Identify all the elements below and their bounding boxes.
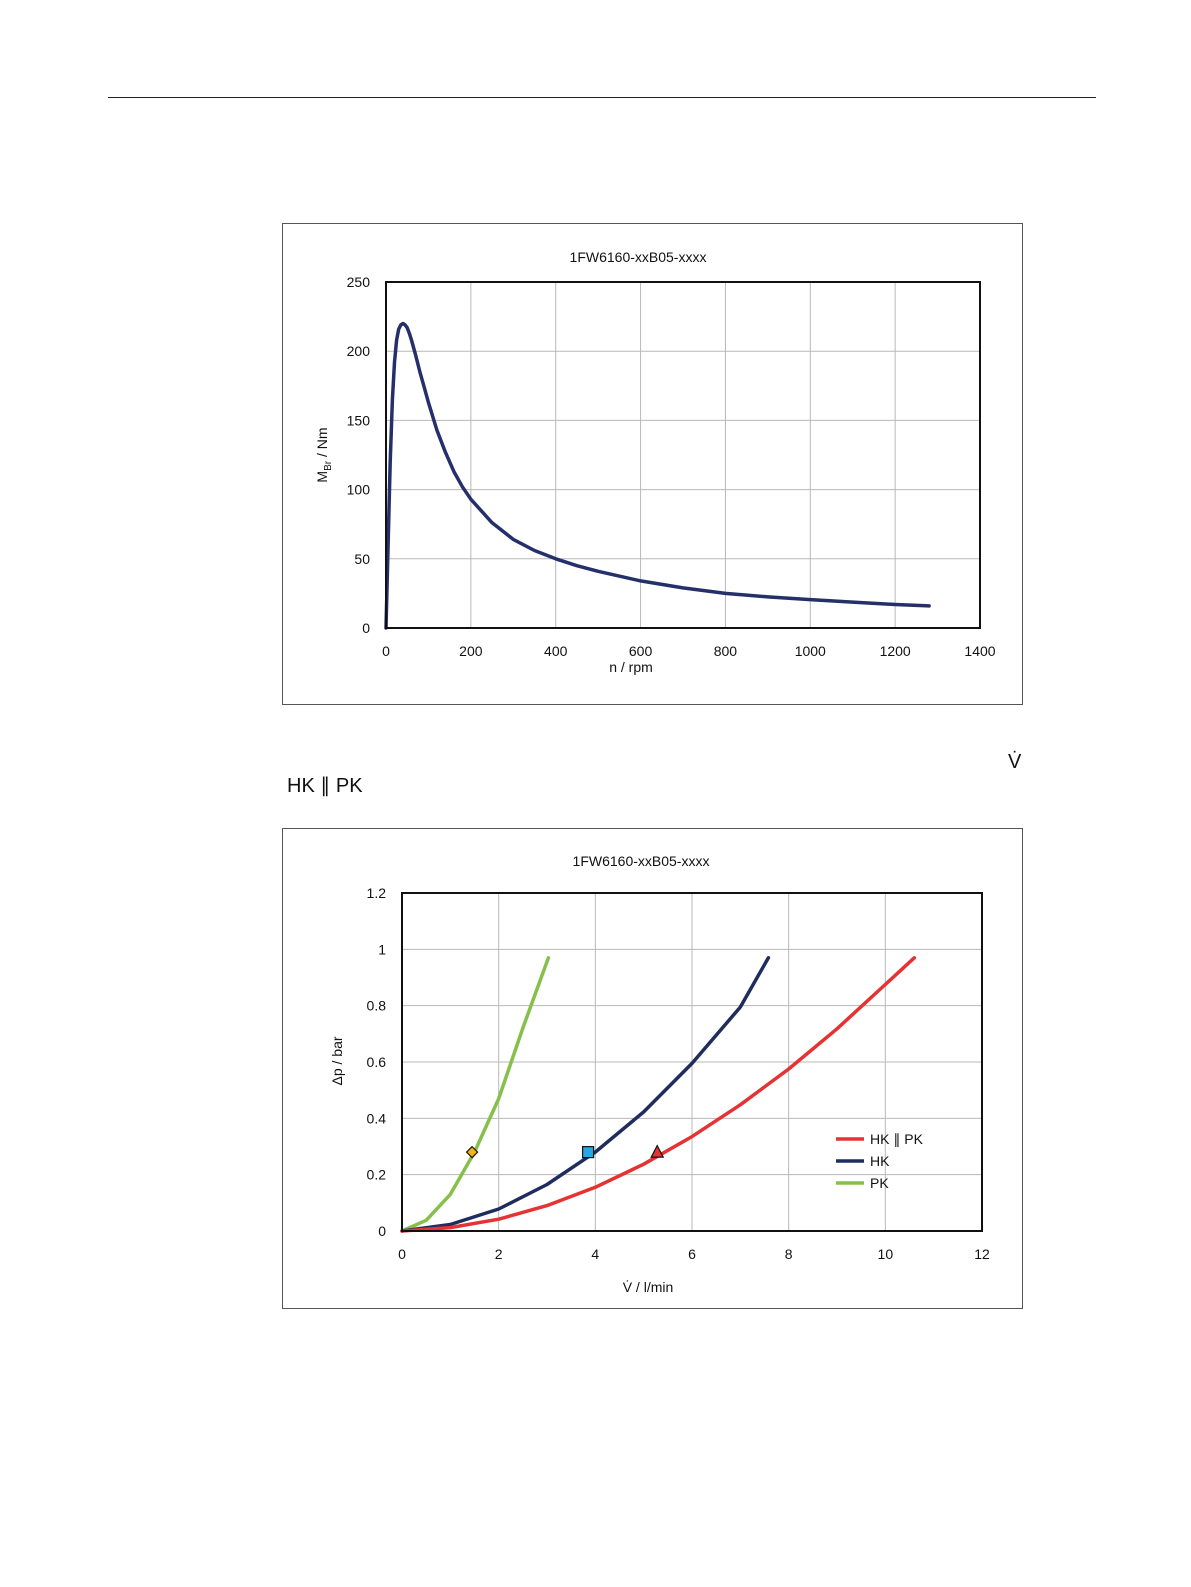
y-tick-label: 250 <box>347 274 371 290</box>
y-tick-label: 1 <box>378 941 386 957</box>
y-tick-label: 50 <box>354 551 370 567</box>
series-line <box>384 321 931 630</box>
chart-title: 1FW6160-xxB05-xxxx <box>570 249 707 265</box>
y-axis-label-unit: / Nm <box>314 427 330 460</box>
marker-triangle <box>650 1144 665 1158</box>
y-axis-label-main: M <box>314 471 330 483</box>
brake-torque-chart-frame: 1FW6160-xxB05-xxxx 0 200 400 600 800 1000 1200 1… <box>282 223 1023 705</box>
y-tick-label: 100 <box>347 482 371 498</box>
y-tick-label: 0 <box>362 620 370 636</box>
chart-title: 1FW6160-xxB05-xxxx <box>573 853 710 869</box>
x-tick-label: 600 <box>629 643 653 659</box>
legend-label: HK ∥ PK <box>870 1131 924 1147</box>
x-axis-label: n / rpm <box>609 659 653 675</box>
x-tick-label: 2 <box>495 1246 503 1262</box>
x-tick-label: 12 <box>974 1246 990 1262</box>
x-axis-label: V̇ / l/min <box>623 1279 674 1295</box>
y-tick-label: 150 <box>347 412 371 428</box>
pressure-drop-chart-frame: 1FW6160-xxB05-xxxx 0 2 4 6 8 10 12 0 0.2 0.4 0.6 0.8… <box>282 828 1023 1309</box>
x-tick-label: 1400 <box>964 643 995 659</box>
y-axis-label: Δp / bar <box>329 1036 345 1085</box>
legend-label: HK <box>870 1153 890 1169</box>
section-label: HK ∥ PK <box>287 775 363 797</box>
y-tick-label: 0.2 <box>367 1167 387 1183</box>
x-tick-label: 10 <box>878 1246 894 1262</box>
y-axis-label-subscript: Br <box>323 460 334 471</box>
x-tick-label: 6 <box>688 1246 696 1262</box>
x-tick-label: 800 <box>714 643 738 659</box>
y-tick-label: 0.4 <box>367 1110 387 1126</box>
y-tick-label: 200 <box>347 343 371 359</box>
x-tick-label: 1200 <box>880 643 911 659</box>
y-tick-label: 0.6 <box>367 1054 387 1070</box>
x-tick-label: 0 <box>382 643 390 659</box>
y-axis-label: MBr / Nm <box>314 427 334 482</box>
y-tick-label: 1.2 <box>367 885 387 901</box>
x-tick-label: 4 <box>591 1246 599 1262</box>
plot-area-border <box>401 892 983 1232</box>
x-tick-label: 1000 <box>795 643 826 659</box>
plot-area-border <box>385 281 981 629</box>
pressure-drop-chart: 1FW6160-xxB05-xxxx 0 2 4 6 8 10 12 0 0.2 0.4 0.6 0.8… <box>329 853 990 1295</box>
series-line <box>400 956 771 1233</box>
x-tick-label: 8 <box>785 1246 793 1262</box>
x-tick-label: 0 <box>398 1246 406 1262</box>
marker-diamond <box>465 1145 479 1159</box>
legend-label: PK <box>870 1175 889 1191</box>
y-tick-label: 0.8 <box>367 998 387 1014</box>
y-tick-label: 0 <box>378 1223 386 1239</box>
x-tick-label: 200 <box>459 643 483 659</box>
series-line <box>400 956 917 1233</box>
page-top-rule <box>108 97 1096 98</box>
marker-square <box>581 1146 595 1159</box>
x-tick-label: 400 <box>544 643 568 659</box>
flow-rate-symbol: V̇ <box>1008 751 1022 773</box>
series-line <box>400 956 551 1233</box>
